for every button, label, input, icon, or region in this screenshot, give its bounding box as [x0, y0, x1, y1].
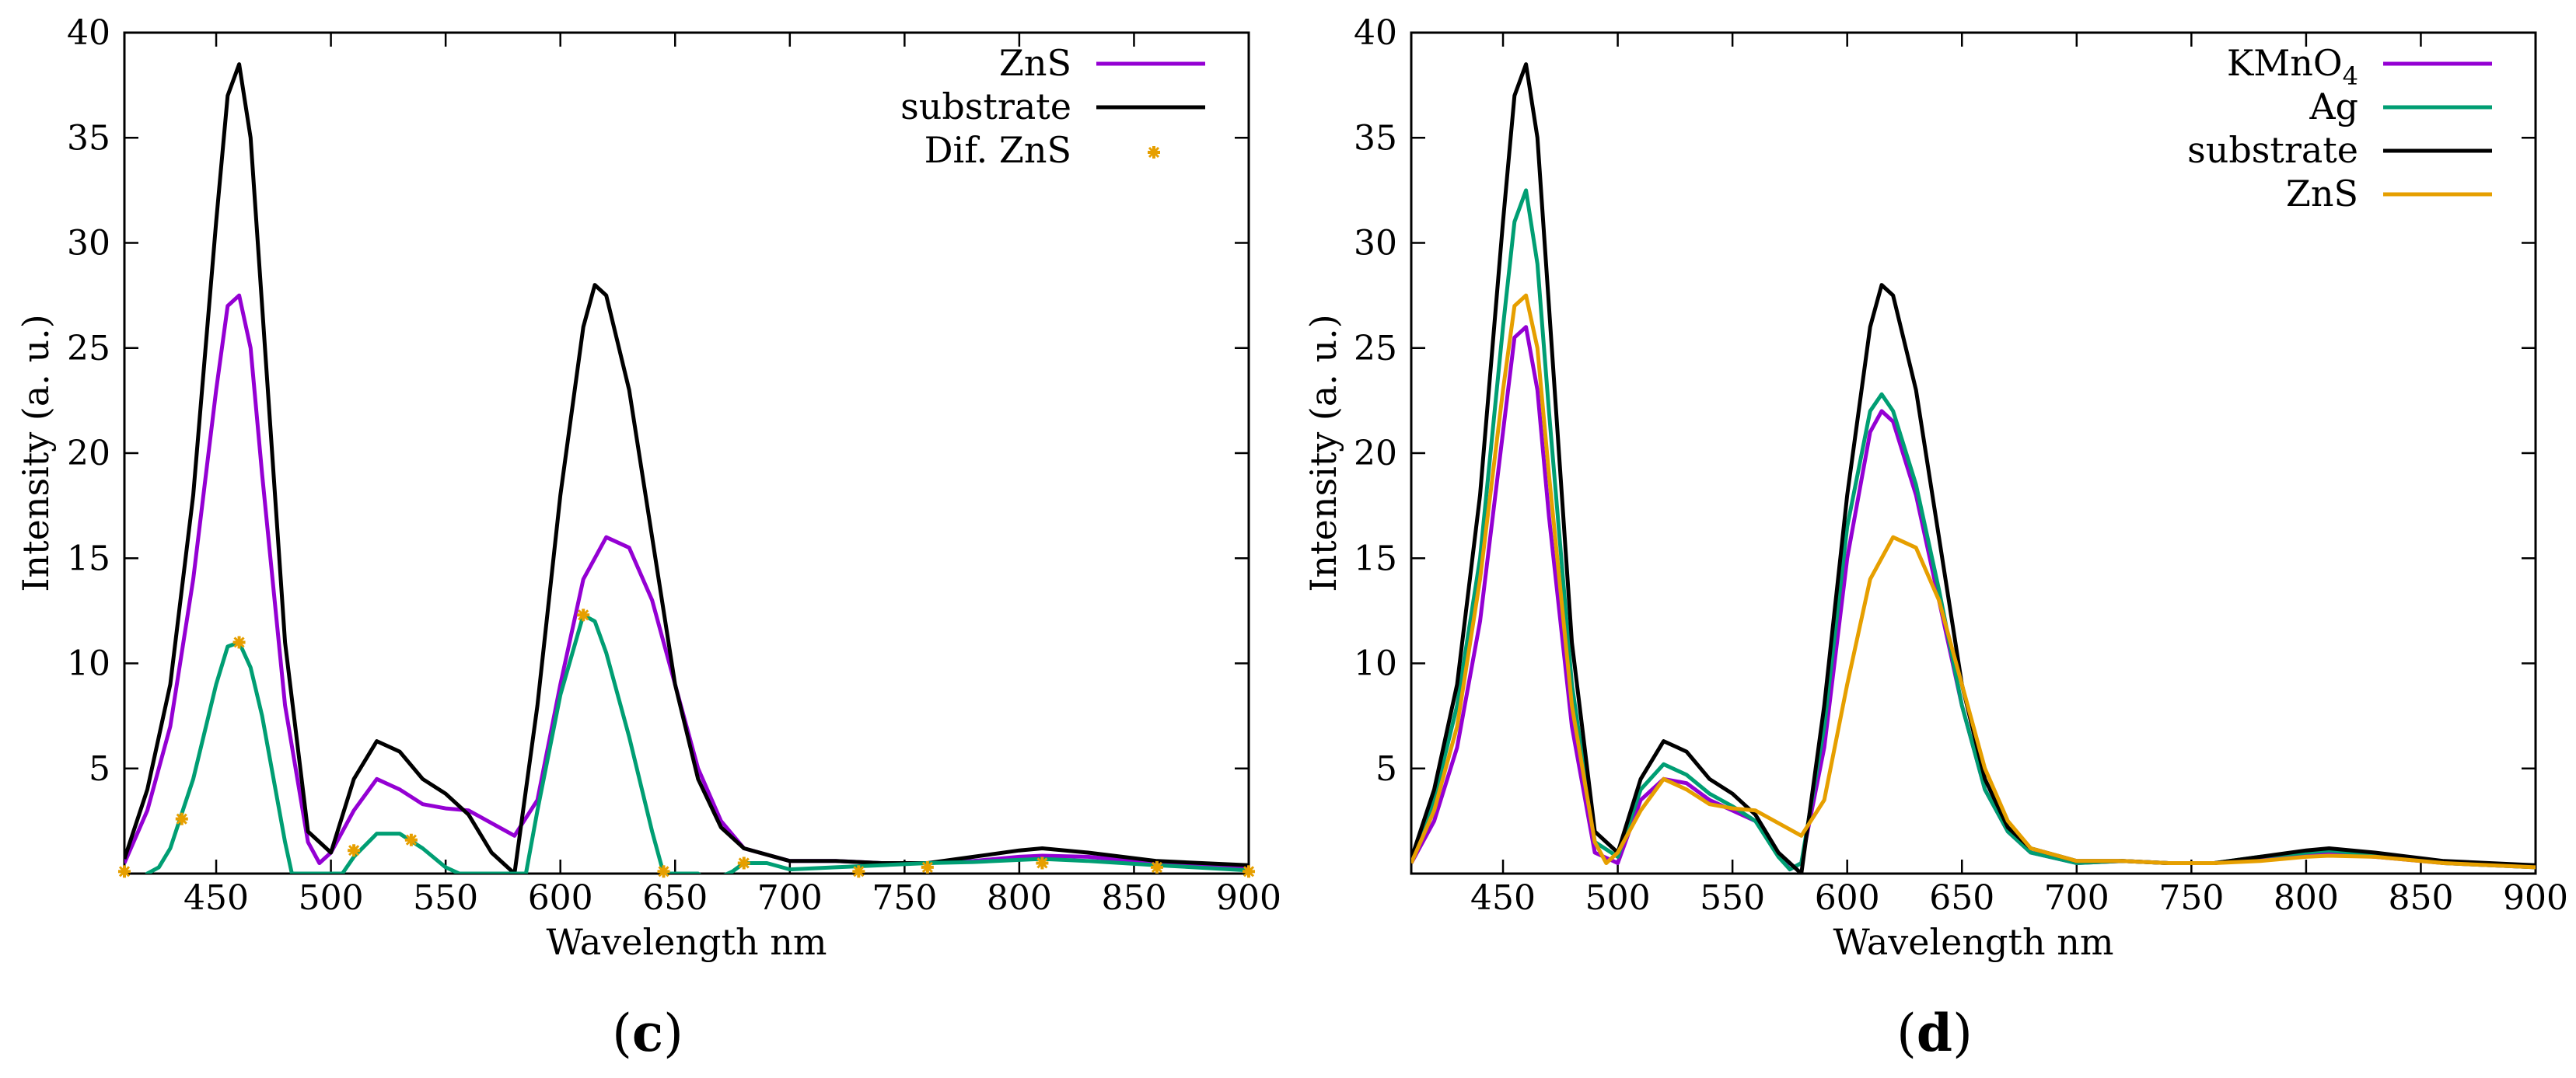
y-tick-label: 5 — [89, 749, 110, 789]
y-tick-label: 15 — [1354, 539, 1397, 578]
y-tick-label: 20 — [1354, 434, 1397, 473]
panel-caption: (d) — [1896, 1003, 1973, 1063]
plot-area — [1411, 62, 2536, 874]
y-tick-label: 40 — [1354, 13, 1397, 53]
x-tick-label: 700 — [2044, 878, 2109, 918]
y-tick-label: 40 — [67, 13, 110, 53]
x-tick-label: 500 — [1585, 878, 1651, 918]
plot-area — [124, 62, 1249, 874]
y-tick-label: 5 — [1375, 749, 1397, 789]
data-point-dif-zns — [737, 856, 750, 870]
x-tick-label: 750 — [872, 878, 937, 918]
y-tick-label: 10 — [1354, 644, 1397, 684]
legend-label-dif-zns: Dif. ZnS — [924, 129, 1071, 171]
legend-label-kmno4: KMnO4 — [2227, 42, 2358, 91]
x-tick-label: 700 — [757, 878, 823, 918]
data-point-dif-zns — [1036, 856, 1049, 870]
legend-label-zns: ZnS — [2286, 173, 2358, 215]
x-tick-label: 500 — [299, 878, 364, 918]
y-tick-label: 30 — [1354, 224, 1397, 263]
y-tick-label: 15 — [67, 539, 110, 578]
data-point-dif-zns — [577, 609, 590, 622]
data-point-dif-zns — [1243, 865, 1255, 878]
y-axis-label: Intensity (a. u.) — [1302, 314, 1344, 591]
data-point-dif-zns — [175, 812, 188, 825]
data-point-dif-zns — [348, 844, 361, 857]
x-tick-label: 600 — [1815, 878, 1880, 918]
x-tick-label: 600 — [528, 878, 593, 918]
series-line-dif-zns-fit — [145, 612, 1249, 874]
data-point-dif-zns — [852, 865, 865, 878]
legend-label-zns: ZnS — [999, 42, 1071, 84]
legend-label-ag: Ag — [2309, 85, 2358, 127]
panel-caption: (c) — [612, 1003, 683, 1063]
x-axis-label: Wavelength nm — [547, 921, 827, 963]
series-points — [118, 609, 1255, 878]
series-line-zns — [1411, 293, 2536, 870]
axis-ticks: 450 500 550 600 650 700 750 800 850 900 5 10 15 20 25 3… — [1354, 13, 2568, 918]
x-tick-label: 450 — [184, 878, 249, 918]
series-line-kmno4 — [1411, 325, 2536, 872]
legend-label-substrate: substrate — [2187, 129, 2358, 171]
x-axis-label: Wavelength nm — [1833, 921, 2114, 963]
series-lines — [1411, 62, 2536, 874]
x-tick-label: 800 — [987, 878, 1052, 918]
legend-label-substrate: substrate — [900, 85, 1071, 127]
y-tick-label: 25 — [1354, 329, 1397, 368]
data-point-dif-zns — [232, 636, 246, 649]
data-point-dif-zns — [118, 865, 131, 878]
x-tick-label: 650 — [642, 878, 708, 918]
x-tick-label: 750 — [2158, 878, 2224, 918]
y-tick-label: 35 — [1354, 118, 1397, 158]
y-tick-label: 35 — [67, 118, 110, 158]
data-point-dif-zns — [921, 860, 934, 874]
x-tick-label: 650 — [1929, 878, 1994, 918]
panel-c: 450 500 550 600 650 700 750 800 850 900 5 10 15 20 25 3… — [15, 13, 1281, 1063]
data-point-dif-zns — [1150, 860, 1163, 874]
y-tick-label: 25 — [67, 329, 110, 368]
x-tick-label: 450 — [1470, 878, 1536, 918]
legend-swatch-dif-zns — [1148, 146, 1160, 159]
series-line-zns — [124, 293, 1249, 870]
y-tick-label: 30 — [67, 224, 110, 263]
data-point-dif-zns — [657, 865, 670, 878]
x-tick-label: 900 — [1216, 878, 1281, 918]
x-tick-label: 800 — [2274, 878, 2339, 918]
y-tick-label: 20 — [67, 434, 110, 473]
panel-d: 450 500 550 600 650 700 750 800 850 900 5 10 15 20 25 3… — [1302, 13, 2568, 1063]
x-tick-label: 550 — [1700, 878, 1765, 918]
y-tick-label: 10 — [67, 644, 110, 684]
axis-ticks: 450 500 550 600 650 700 750 800 850 900 5 10 15 20 25 3… — [67, 13, 1281, 918]
data-point-dif-zns — [404, 833, 418, 846]
x-tick-label: 850 — [1101, 878, 1166, 918]
x-tick-label: 900 — [2503, 878, 2568, 918]
y-axis-label: Intensity (a. u.) — [15, 314, 57, 591]
x-tick-label: 850 — [2388, 878, 2453, 918]
x-tick-label: 550 — [413, 878, 478, 918]
series-lines — [124, 62, 1249, 874]
